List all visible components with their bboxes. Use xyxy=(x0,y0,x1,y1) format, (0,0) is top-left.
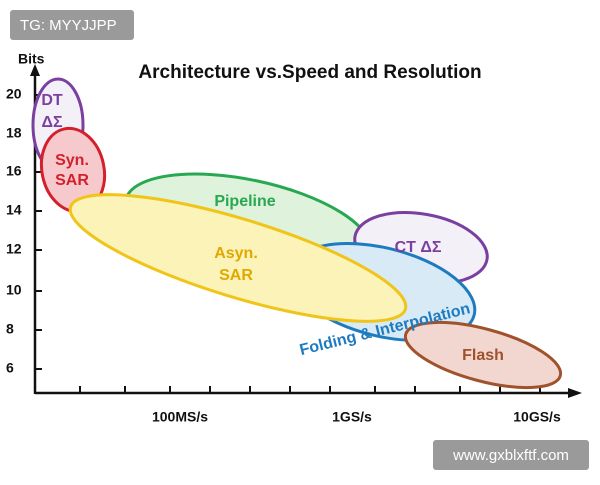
y-ticks: 20 18 16 14 12 10 8 6 xyxy=(6,86,42,376)
region-label: SAR xyxy=(55,172,89,189)
y-tick-label: 12 xyxy=(6,241,22,257)
badge-box xyxy=(10,10,134,40)
region-label: Pipeline xyxy=(214,193,275,210)
y-tick-label: 6 xyxy=(6,360,14,376)
y-tick-label: 14 xyxy=(6,202,22,218)
badge: TG: MYYJJPP xyxy=(20,17,117,34)
region-label: Flash xyxy=(462,347,504,364)
footer: www.gxblxftf.com xyxy=(452,447,569,464)
region-label: DT xyxy=(41,92,63,109)
y-tick-label: 20 xyxy=(6,86,22,102)
x-tick-label: 1GS/s xyxy=(332,409,372,425)
y-tick-label: 10 xyxy=(6,282,22,298)
region-label: CT ΔΣ xyxy=(395,239,442,256)
x-tick-label: 10GS/s xyxy=(513,409,561,425)
region-label: Syn. xyxy=(55,152,89,169)
y-tick-label: 18 xyxy=(6,125,22,141)
region-label: Asyn. xyxy=(214,245,258,262)
y-arrow xyxy=(30,64,40,76)
flash-region xyxy=(403,320,563,390)
title: Architecture vs.Speed and Resolution xyxy=(138,62,481,83)
region-label: ΔΣ xyxy=(41,114,63,131)
y-axis-label: Bits xyxy=(18,51,45,67)
asyn-sar-region xyxy=(68,193,408,323)
x-ticks: 100MS/s 1GS/s 10GS/s xyxy=(79,386,561,425)
footer-box xyxy=(433,440,589,470)
x-arrow xyxy=(568,388,582,398)
region-label: SAR xyxy=(219,267,253,284)
y-tick-label: 16 xyxy=(6,163,22,179)
x-tick-label: 100MS/s xyxy=(152,409,208,425)
y-tick-label: 8 xyxy=(6,321,14,337)
